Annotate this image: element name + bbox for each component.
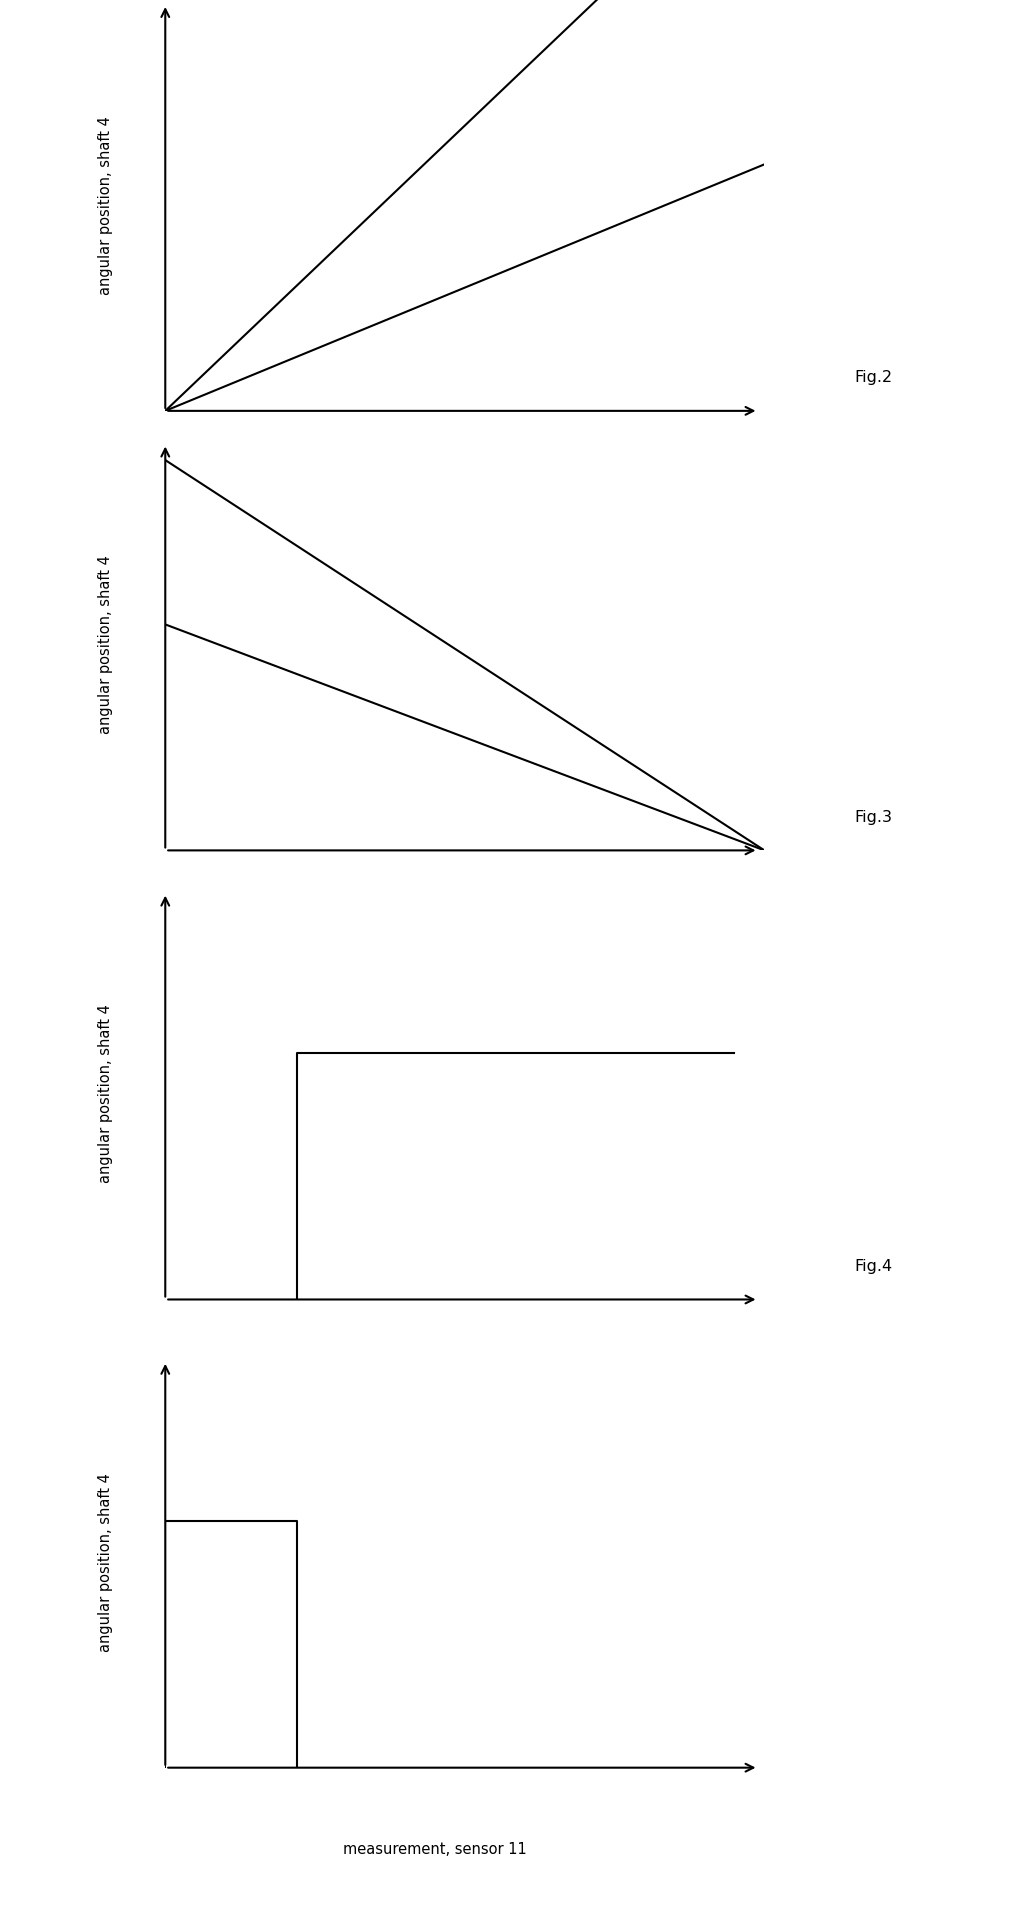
Text: measuremen t, sensor 11: measuremen t, sensor 11 xyxy=(341,925,529,940)
Text: measurement, sensor 10: measurement, sensor 10 xyxy=(343,485,527,501)
Text: Fig.4: Fig.4 xyxy=(854,1259,893,1275)
Text: angular position, shaft 4: angular position, shaft 4 xyxy=(98,1473,113,1651)
Text: Fig.3: Fig.3 xyxy=(854,810,893,826)
Text: angular position, shaft 4: angular position, shaft 4 xyxy=(98,117,113,294)
Text: angular position, shaft 4: angular position, shaft 4 xyxy=(98,556,113,734)
Text: Fig.2: Fig.2 xyxy=(854,371,893,386)
Text: measuremen t, sensor 11: measuremen t, sensor 11 xyxy=(341,1374,529,1389)
Text: angular position, shaft 4: angular position, shaft 4 xyxy=(98,1005,113,1183)
Text: measurement, sensor 11: measurement, sensor 11 xyxy=(343,1842,527,1857)
